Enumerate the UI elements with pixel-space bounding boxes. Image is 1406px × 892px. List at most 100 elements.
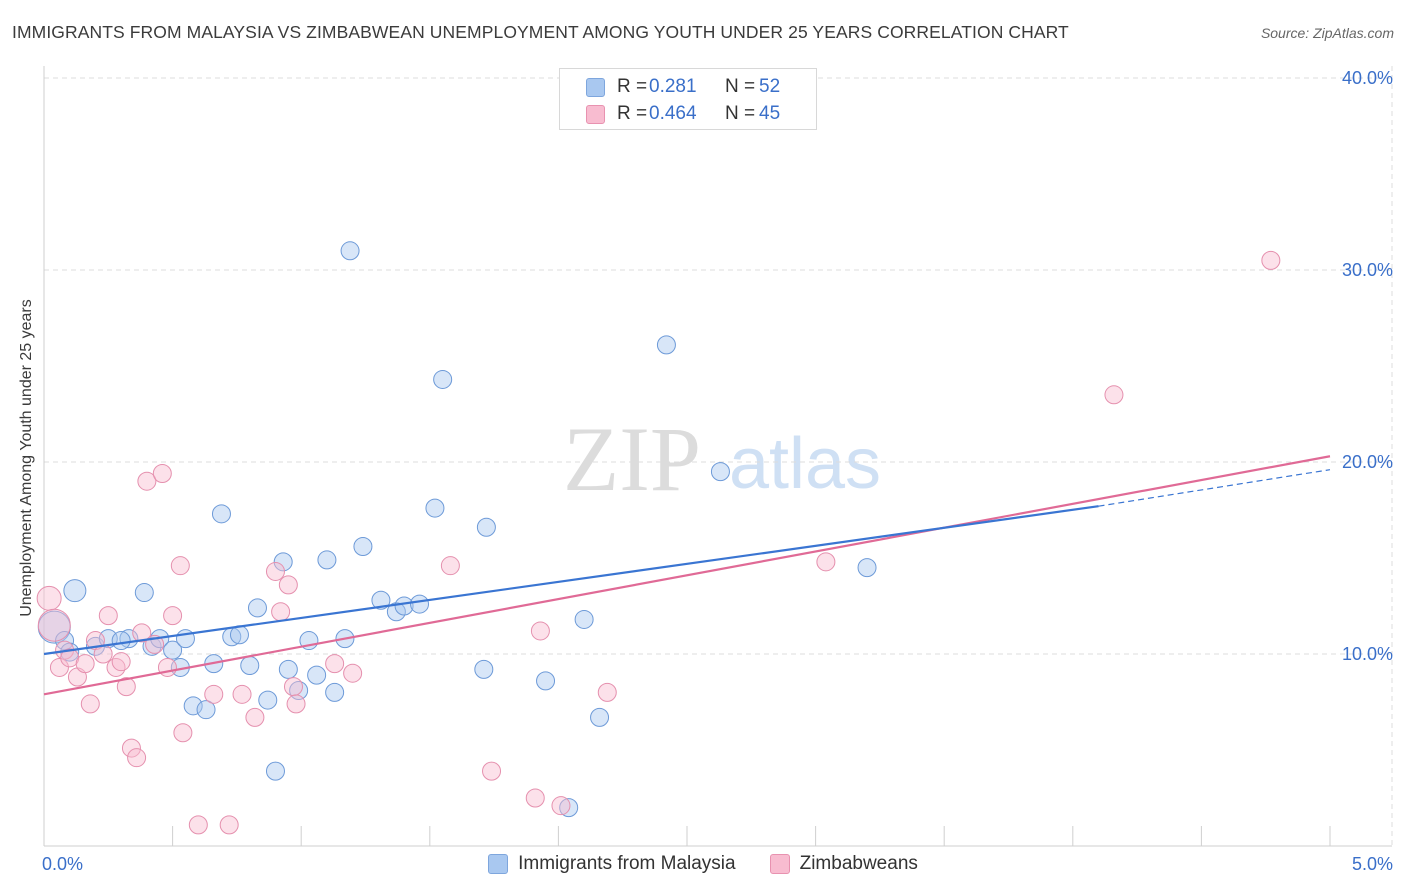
y-tick-label: 30.0% (1342, 260, 1393, 280)
source-label: Source: ZipAtlas.com (1260, 25, 1394, 41)
point-malaysia (433, 369, 453, 389)
point-malaysia (371, 590, 391, 610)
point-zimbabweans (245, 707, 265, 727)
point-zimbabweans (232, 684, 252, 704)
point-zimbabweans (173, 723, 193, 743)
point-malaysia (857, 558, 877, 578)
point-zimbabweans (204, 684, 224, 704)
point-malaysia (163, 640, 183, 660)
point-malaysia (196, 700, 216, 720)
point-zimbabweans (286, 694, 306, 714)
point-malaysia (142, 636, 162, 656)
chart-title: IMMIGRANTS FROM MALAYSIA VS ZIMBABWEAN U… (12, 22, 1069, 42)
point-zimbabweans (116, 677, 136, 697)
point-malaysia (476, 517, 496, 537)
point-zimbabweans (278, 575, 298, 595)
point-zimbabweans (482, 761, 502, 781)
gridlines (44, 66, 1393, 846)
y-tick-label: 10.0% (1342, 644, 1393, 664)
point-zimbabweans (525, 788, 545, 808)
point-malaysia (574, 609, 594, 629)
point-zimbabweans (551, 796, 571, 816)
watermark: ZIP atlas (563, 408, 881, 510)
point-zimbabweans (1261, 250, 1281, 270)
point-zimbabweans (265, 561, 285, 581)
point-malaysia (353, 536, 373, 556)
point-malaysia (134, 583, 154, 603)
point-malaysia (258, 690, 278, 710)
trend-line-zimbabweans (43, 455, 1331, 696)
point-malaysia (340, 241, 360, 261)
legend-n-label: N = (725, 76, 756, 97)
legend-label-malaysia: Immigrants from Malaysia (518, 853, 736, 874)
point-malaysia (211, 504, 231, 524)
legend-row-malaysia: R = 0.281 N = 52 (586, 76, 780, 98)
point-zimbabweans (343, 663, 363, 683)
point-malaysia (325, 682, 345, 702)
point-zimbabweans (816, 552, 836, 572)
trend-lines (43, 455, 1331, 696)
point-malaysia (474, 659, 494, 679)
point-malaysia (183, 696, 203, 716)
point-zimbabweans (325, 654, 345, 674)
correlation-legend: R = 0.281 N = 52 R = 0.464 N = 45 (559, 68, 817, 130)
watermark-zip: ZIP (563, 408, 701, 510)
legend-row-zimbabweans: R = 0.464 N = 45 (586, 103, 780, 125)
legend-item-zimbabweans[interactable]: Zimbabweans (769, 853, 918, 875)
x-tick-label: 5.0% (1352, 854, 1393, 874)
point-zimbabweans (170, 556, 190, 576)
point-malaysia (278, 659, 298, 679)
series-zimbabweans-points (36, 250, 1281, 835)
point-malaysia (273, 552, 293, 572)
point-zimbabweans (49, 657, 69, 677)
legend-r-value: 0.464 (649, 103, 697, 124)
trend-line-malaysia-extension (1098, 469, 1331, 507)
point-zimbabweans (219, 815, 239, 835)
point-zimbabweans (121, 738, 141, 758)
point-malaysia (265, 761, 285, 781)
legend-item-malaysia[interactable]: Immigrants from Malaysia (488, 853, 736, 875)
point-zimbabweans (80, 694, 100, 714)
trend-line-malaysia (43, 505, 1099, 656)
point-malaysia (559, 798, 579, 818)
point-malaysia (111, 631, 131, 651)
point-malaysia (410, 594, 430, 614)
y-tick-label: 40.0% (1342, 68, 1393, 88)
legend-swatch-zimbabweans (769, 854, 790, 874)
legend-r-label: R = (617, 103, 648, 124)
point-zimbabweans (188, 815, 208, 835)
x-tick-label: 0.0% (42, 854, 83, 874)
legend-label-zimbabweans: Zimbabweans (799, 853, 918, 874)
point-malaysia (317, 550, 337, 570)
point-zimbabweans (530, 621, 550, 641)
point-zimbabweans (1104, 385, 1124, 405)
series-legend: Immigrants from Malaysia Zimbabweans (0, 852, 1406, 876)
point-malaysia (307, 665, 327, 685)
point-malaysia (55, 631, 75, 651)
point-zimbabweans (440, 556, 460, 576)
point-malaysia (247, 598, 267, 618)
point-zimbabweans (283, 677, 303, 697)
legend-swatch-malaysia (586, 77, 605, 97)
point-malaysia (425, 498, 445, 518)
legend-swatch-zimbabweans (586, 104, 605, 124)
point-zimbabweans (137, 471, 157, 491)
point-zimbabweans (106, 657, 126, 677)
point-zimbabweans (597, 682, 617, 702)
legend-swatch-malaysia (488, 854, 509, 874)
point-malaysia (240, 656, 260, 676)
series-malaysia-points (37, 241, 877, 818)
point-malaysia (394, 596, 414, 616)
point-zimbabweans (152, 464, 172, 484)
legend-n-value: 52 (759, 76, 781, 97)
tick-labels: 10.0% 20.0% 30.0% 40.0% 0.0% 5.0% (42, 68, 1393, 874)
legend-n-value: 45 (759, 103, 781, 124)
point-malaysia (63, 579, 87, 603)
point-zimbabweans (98, 606, 118, 626)
watermark-atlas: atlas (729, 424, 881, 504)
point-malaysia (656, 335, 676, 355)
axes (43, 66, 1392, 847)
point-zimbabweans (37, 608, 71, 642)
point-malaysia (710, 462, 730, 482)
